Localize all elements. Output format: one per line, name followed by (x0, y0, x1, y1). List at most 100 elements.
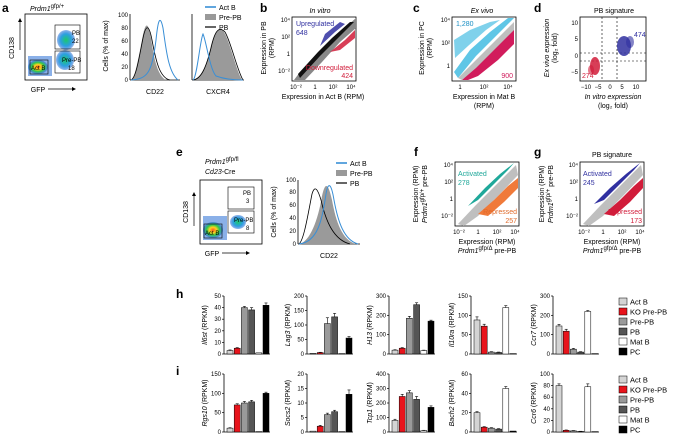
svg-text:−5: −5 (571, 70, 579, 76)
bar-ko-pre-pb (398, 396, 406, 433)
panel-f-xlabel-gene: Prdm1 (458, 248, 479, 255)
svg-text:10⁻²: 10⁻² (578, 230, 590, 236)
bar-mat-b (502, 307, 510, 355)
panel-a-legend-pb: PB (219, 25, 229, 32)
bar-act-b (391, 349, 399, 355)
y-tick-label: 0 (218, 352, 222, 358)
y-tick-label: 200 (294, 294, 305, 300)
svg-text:10⁴: 10⁴ (510, 229, 520, 236)
svg-text:10²: 10² (444, 180, 453, 186)
panel-d-ylabel-1: Ex vivo expression (544, 19, 551, 77)
panel-g-ylabel-1: Expression (RPM) (539, 166, 546, 223)
y-tick-label: 150 (211, 372, 222, 378)
y-tick-label: 200 (376, 401, 387, 407)
panel-f-ylabel-suffix: pre-PB (422, 165, 429, 189)
svg-text:0: 0 (608, 85, 612, 91)
unit: (RPKM) (449, 303, 456, 330)
panel-c-letter: c (413, 1, 420, 15)
bar-mat-b (584, 311, 592, 355)
bar-mat-b (420, 350, 428, 355)
panel-f-xlabel-suffix: pre-PB (492, 248, 516, 255)
panel-g-letter: g (534, 145, 541, 159)
legend-label: Pre-PB (630, 318, 654, 327)
panel-e-y-axis: CD138 (183, 201, 190, 223)
unit: (RPKM) (285, 304, 292, 331)
svg-text:10²: 10² (493, 230, 502, 236)
panel-e-flow-plot: PB 3 Pre-PB 8 Act B CD138 GFP (183, 179, 263, 258)
panel-f-ylabel-gene: Prdm1 (422, 202, 429, 223)
panel-e-gene-suffix-2: -Cre (222, 169, 236, 176)
svg-text:100: 100 (286, 178, 297, 184)
bar-act-b (555, 385, 563, 433)
bar-mat-b (255, 352, 263, 355)
panel-d-xticks: −10 −5 0 5 10 (581, 85, 640, 91)
panel-a-hist-cd22: Cells (% of max) 0 20 40 60 80 100 CD22 (103, 13, 180, 96)
svg-text:10²: 10² (569, 180, 578, 186)
bar-pc (427, 407, 435, 433)
legend-label: KO Pre-PB (630, 386, 667, 395)
panel-b-xlabel: Expression in Act B (RPM) (282, 94, 364, 101)
y-tick-label: 60 (543, 395, 550, 401)
y-tick-label: 400 (376, 372, 387, 378)
y-axis-label: Socs2 (RPKM) (285, 380, 292, 426)
svg-text:10⁴: 10⁴ (346, 84, 356, 91)
svg-text:1: 1 (476, 230, 480, 236)
bar-pb (248, 309, 255, 355)
panel-a-legend: Act B Pre-PB PB (205, 5, 242, 32)
legend-swatch (618, 347, 628, 356)
gene-name: Lag3 (285, 331, 292, 347)
panel-e-gene-1: Prdm1 (205, 159, 226, 166)
unit: (RPKM) (285, 380, 292, 407)
svg-text:Prdm1gfp/fl: Prdm1gfp/fl (205, 157, 239, 166)
y-tick-label: 0 (465, 352, 469, 358)
panel-a-legend-actb: Act B (219, 5, 236, 12)
bar-pre-pb (488, 351, 495, 355)
y-axis-label: Ccr6 (RPKM) (531, 382, 538, 424)
panel-a-y-axis: CD138 (9, 37, 16, 59)
svg-text:10²: 10² (441, 41, 450, 47)
y-tick-label: 150 (458, 294, 469, 300)
svg-text:Prdm1gfp/+ pre-PB: Prdm1gfp/+ pre-PB (420, 165, 429, 223)
legend-swatch (618, 375, 628, 384)
panel-f-down-label: Repressed (483, 209, 517, 216)
bar-ko-pre-pb (233, 404, 241, 433)
svg-text:1: 1 (450, 197, 454, 203)
panel-e-gate-prepb-name: Pre-PB (234, 218, 253, 224)
y-axis-label: Ccr7 (RPKM) (531, 304, 538, 346)
panel-g-xticks: 10⁻² 1 10² 10⁴ (578, 229, 645, 236)
panel-a-x-axis: GFP (31, 87, 46, 94)
panel-a-gene: Prdm1 (30, 6, 51, 13)
y-tick-label: 20 (214, 329, 221, 335)
legend-label: PC (630, 348, 641, 357)
panel-d: d PB signature 474 274 Ex vivo expressio… (534, 1, 647, 110)
svg-text:Prdm1gfp/Δ pre-PB: Prdm1gfp/Δ pre-PB (583, 246, 642, 255)
panel-f-up-label: Activated (458, 171, 487, 178)
panel-e-gate-actb-name: Act B (205, 231, 219, 237)
panel-g-down-count: 173 (630, 218, 642, 225)
y-tick-label: 300 (376, 387, 387, 393)
y-tick-label: 50 (214, 411, 221, 417)
panel-a-gene-sup: gfp/+ (51, 4, 65, 10)
svg-text:10⁴: 10⁴ (441, 17, 451, 24)
y-tick-label: 0 (218, 430, 222, 436)
bar-pre-pb (241, 307, 248, 355)
panel-d-letter: d (534, 1, 541, 15)
y-tick-label: 300 (540, 294, 551, 300)
panel-d-title: PB signature (594, 8, 634, 15)
svg-text:1: 1 (287, 52, 291, 58)
bar-pc (509, 430, 517, 433)
svg-text:10⁻²: 10⁻² (566, 214, 578, 220)
gene-name: H13 (367, 332, 374, 345)
y-tick-label: 300 (376, 294, 387, 300)
panel-i-letter: i (176, 364, 179, 378)
svg-text:10²: 10² (329, 85, 338, 91)
bar-pb (577, 351, 584, 355)
svg-text:10⁴: 10⁴ (635, 229, 645, 236)
svg-text:10⁴: 10⁴ (503, 84, 513, 91)
panel-f-xlabel-1: Expression (RPM) (459, 239, 516, 246)
